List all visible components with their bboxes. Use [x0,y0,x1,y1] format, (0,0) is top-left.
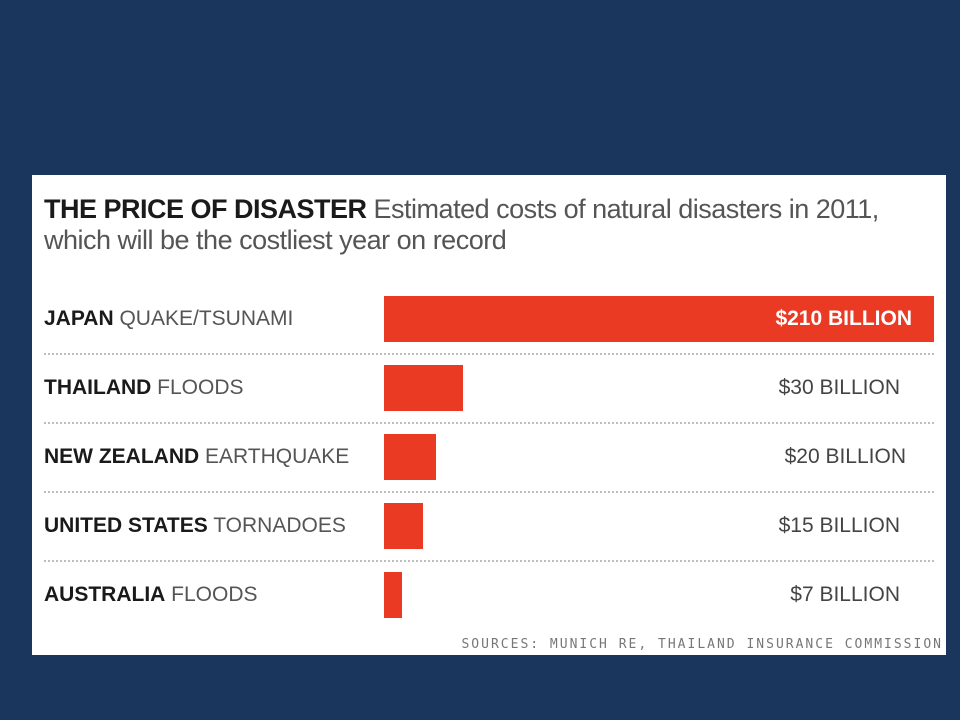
category-place: UNITED STATES [44,514,208,537]
category-place: AUSTRALIA [44,583,166,606]
category-label: AUSTRALIA FLOODS [44,572,258,618]
category-event: FLOODS [157,376,244,399]
chart-panel: THE PRICE OF DISASTER Estimated costs of… [32,175,946,655]
row-divider [44,422,934,424]
chart-title: THE PRICE OF DISASTER [44,194,367,224]
category-label: UNITED STATES TORNADOES [44,503,346,549]
category-event: TORNADOES [213,514,346,537]
bar-row: NEW ZEALAND EARTHQUAKE $20 BILLION [32,434,946,503]
row-divider [44,560,934,562]
bar [384,365,463,411]
row-divider [44,491,934,493]
bar [384,572,402,618]
row-divider [44,353,934,355]
category-label: JAPAN QUAKE/TSUNAMI [44,296,293,342]
bar-row: UNITED STATES TORNADOES $15 BILLION [32,503,946,572]
category-event: QUAKE/TSUNAMI [119,307,294,330]
chart-heading: THE PRICE OF DISASTER Estimated costs of… [44,194,924,256]
chart-subtitle: Estimated costs of natural disasters in … [44,194,879,255]
chart-source: SOURCES: MUNICH RE, THAILAND INSURANCE C… [461,637,943,652]
value-label: $30 BILLION [778,376,900,399]
bar [384,296,934,342]
value-label: $7 BILLION [790,583,900,606]
category-label: NEW ZEALAND EARTHQUAKE [44,434,349,480]
bar-row: THAILAND FLOODS $30 BILLION [32,365,946,434]
category-event: EARTHQUAKE [205,445,350,468]
category-place: NEW ZEALAND [44,445,200,468]
category-label: THAILAND FLOODS [44,365,244,411]
category-place: JAPAN [44,307,114,330]
bar-row: AUSTRALIA FLOODS $7 BILLION [32,572,946,641]
value-label: $15 BILLION [778,514,900,537]
bar [384,434,436,480]
value-label: $20 BILLION [784,445,906,468]
value-label: $210 BILLION [775,307,912,330]
bar [384,503,423,549]
category-place: THAILAND [44,376,152,399]
category-event: FLOODS [171,583,258,606]
bar-row: JAPAN QUAKE/TSUNAMI $210 BILLION [32,296,946,365]
